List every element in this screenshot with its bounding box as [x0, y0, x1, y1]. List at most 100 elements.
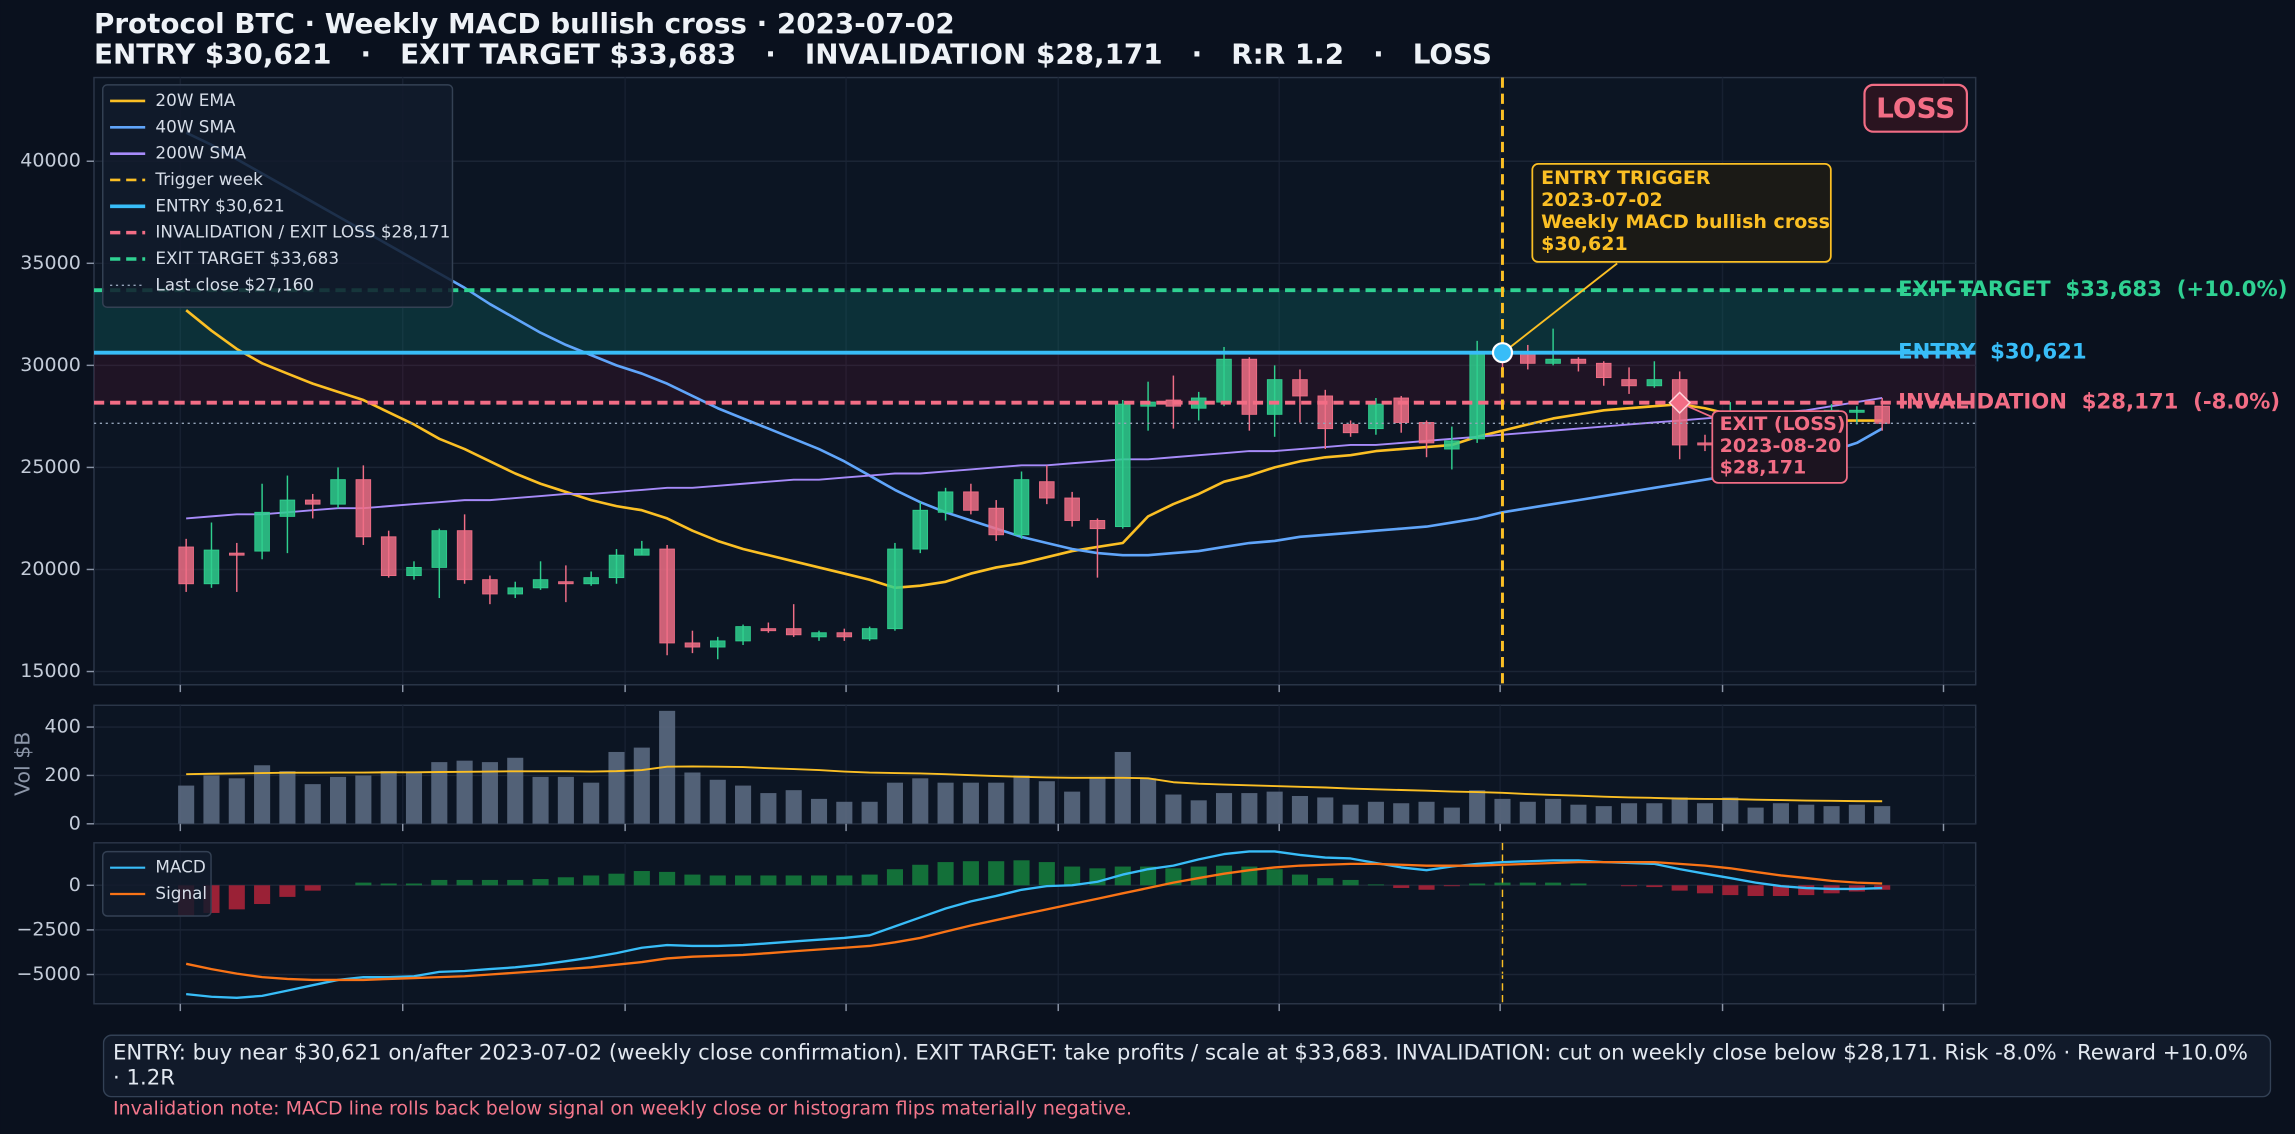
volume-bar — [304, 784, 321, 824]
volume-plot — [93, 705, 1976, 824]
candle-body — [254, 511, 270, 552]
volume-bar — [557, 776, 574, 824]
volume-bar — [1545, 798, 1562, 824]
candle-body — [507, 587, 523, 595]
candle-body — [912, 509, 929, 550]
badge-text: LOSS — [1876, 92, 1955, 125]
histogram-bar — [709, 875, 726, 886]
volume-bar — [1620, 803, 1638, 824]
y-tick-label: 0 — [69, 874, 81, 896]
histogram-bar — [1393, 885, 1410, 888]
histogram-bar — [1798, 885, 1815, 896]
candle-body — [1266, 379, 1283, 415]
candle-body — [304, 499, 321, 505]
candle-body — [1064, 497, 1080, 521]
volume-bar — [1671, 797, 1688, 824]
volume-bar — [405, 772, 423, 824]
volume-bar — [709, 779, 726, 824]
candle-body — [709, 640, 726, 648]
volume-bar — [431, 762, 448, 824]
annotation-text: EXIT (LOSS) — [1720, 413, 1846, 435]
volume-bar — [937, 782, 954, 824]
histogram-bar — [1114, 866, 1131, 886]
annotation-text: $30,621 — [1541, 233, 1628, 255]
volume-bar — [254, 765, 271, 824]
histogram-bar — [937, 862, 954, 886]
histogram-bar — [1519, 882, 1536, 886]
histogram-bar — [1671, 885, 1688, 891]
legend-label: MACD — [155, 857, 205, 877]
volume-bar — [583, 782, 600, 824]
candle-body — [1874, 405, 1890, 424]
candle-body — [330, 479, 346, 505]
candle-body — [760, 628, 777, 632]
footer-text: ENTRY: buy near $30,621 on/after 2023-07… — [102, 1034, 2272, 1098]
candle-body — [1418, 422, 1435, 444]
histogram-bar — [1494, 882, 1511, 886]
candle-body — [229, 552, 245, 556]
volume-bar — [1190, 800, 1207, 824]
volume-bar — [1165, 794, 1182, 824]
volume-bar — [1140, 778, 1157, 824]
candle-body — [887, 548, 903, 630]
candle-body — [1013, 479, 1030, 536]
histogram-bar — [254, 885, 271, 905]
annotation-box — [1531, 163, 1832, 263]
volume-bar — [760, 793, 777, 824]
volume-bar — [1089, 776, 1106, 824]
histogram-bar — [532, 879, 549, 886]
y-tick-label: 15000 — [20, 660, 80, 682]
volume-bar — [178, 785, 195, 824]
histogram-bar — [735, 875, 752, 886]
volume-bar — [1696, 803, 1714, 824]
candle-body — [1545, 358, 1561, 364]
candle-body — [684, 642, 701, 648]
volume-bar — [1570, 804, 1587, 824]
candle-body — [963, 491, 979, 511]
candle-body — [988, 507, 1004, 536]
candle-body — [279, 499, 296, 517]
volume-bar — [1418, 801, 1435, 824]
legend-label: EXIT TARGET $33,683 — [155, 248, 339, 268]
histogram-bar — [1418, 885, 1435, 890]
histogram-bar — [1038, 862, 1055, 886]
annotation-text: 2023-07-02 — [1541, 189, 1663, 211]
candle-body — [1621, 379, 1637, 387]
y-tick-label: 40000 — [20, 150, 80, 172]
candle-body — [406, 566, 422, 577]
volume-bar — [1494, 798, 1511, 824]
level-label: EXIT TARGET $33,683 (+10.0%) — [1898, 277, 2287, 302]
candle-body — [735, 626, 751, 642]
candle-body — [836, 632, 853, 638]
candle-body — [1342, 424, 1359, 434]
candle-body — [811, 632, 827, 638]
histogram-bar — [1646, 885, 1663, 888]
legend-label: Signal — [155, 883, 207, 903]
volume-bar — [456, 760, 473, 824]
histogram-bar — [456, 879, 473, 886]
volume-bar — [1241, 793, 1258, 824]
histogram-bar — [912, 864, 929, 886]
y-tick-label: 200 — [45, 764, 81, 786]
volume-panel — [93, 704, 1977, 825]
histogram-bar — [1722, 885, 1739, 896]
candle-body — [785, 628, 802, 636]
volume-bar — [1215, 793, 1233, 824]
histogram-bar — [431, 879, 448, 886]
candle-body — [456, 530, 473, 581]
volume-bar — [1595, 806, 1612, 824]
volume-bar — [355, 775, 372, 824]
annotation-text: $28,171 — [1720, 457, 1807, 479]
candle-body — [937, 491, 954, 513]
histogram-bar — [1342, 879, 1359, 886]
histogram-bar — [962, 861, 979, 886]
histogram-bar — [1696, 885, 1714, 894]
footer-note: Invalidation note: MACD line rolls back … — [113, 1098, 1132, 1120]
macd-line — [185, 860, 1883, 982]
chart-subtitle: ENTRY $30,621 · EXIT TARGET $33,683 · IN… — [94, 38, 1492, 71]
volume-bar — [912, 778, 929, 824]
histogram-bar — [1064, 866, 1081, 886]
y-tick-label: 400 — [45, 716, 81, 738]
